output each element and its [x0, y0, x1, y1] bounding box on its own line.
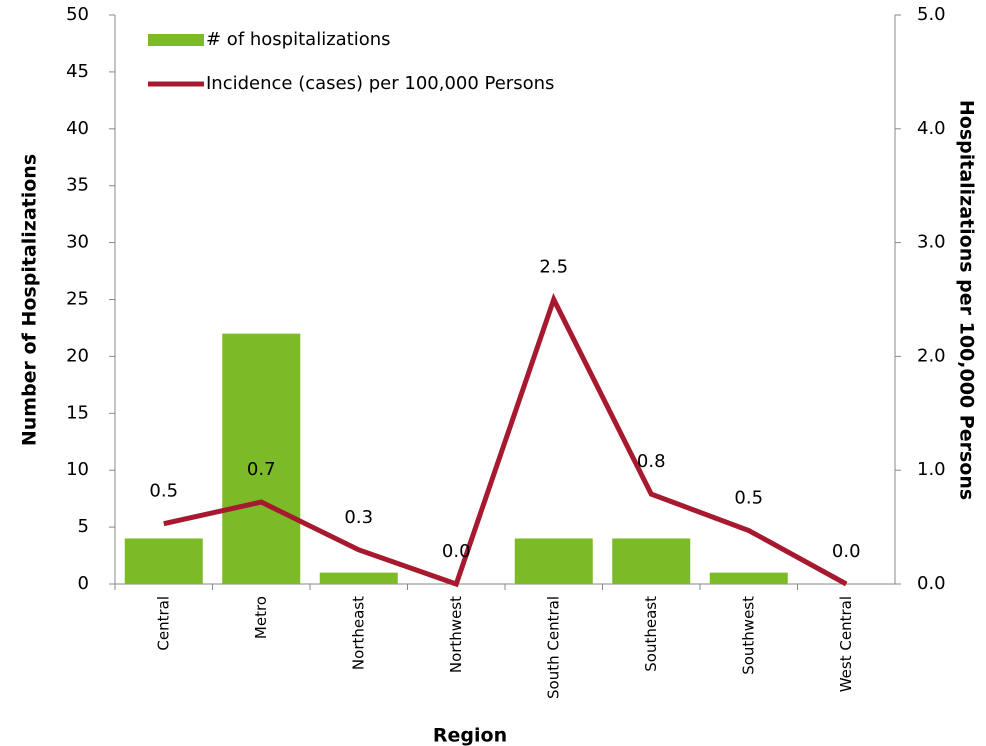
x-axis-title: Region — [433, 725, 507, 746]
y-tick-label: 20 — [66, 345, 89, 366]
y2-tick-label: 3.0 — [917, 232, 946, 253]
y-tick-label: 40 — [66, 118, 89, 139]
y-axis-title: Number of Hospitalizations — [19, 154, 41, 446]
y2-tick-label: 1.0 — [917, 459, 946, 480]
data-label: 2.5 — [539, 257, 568, 278]
y-tick-label: 15 — [66, 402, 89, 423]
y2-tick-label: 0.0 — [917, 573, 946, 594]
y2-axis-title: Hospitalizations per 100,000 Persons — [956, 100, 978, 500]
y-tick-label: 25 — [66, 289, 89, 310]
bar — [319, 572, 398, 584]
x-tick-label: Northwest — [447, 596, 465, 673]
y-tick-label: 45 — [66, 61, 89, 82]
x-tick-label: South Central — [544, 596, 562, 699]
x-tick-label: Southeast — [642, 596, 660, 672]
data-label: 0.8 — [637, 451, 666, 472]
legend-swatch — [148, 34, 204, 46]
y2-tick-label: 5.0 — [917, 4, 946, 25]
x-tick-label: Central — [154, 596, 172, 651]
line — [163, 293, 848, 588]
legend-label: # of hospitalizations — [206, 29, 391, 50]
data-label: 0.5 — [734, 488, 763, 509]
bar — [514, 538, 593, 584]
data-label: 0.7 — [247, 459, 276, 480]
y2-tick-label: 4.0 — [917, 118, 946, 139]
y-tick-label: 30 — [66, 232, 89, 253]
data-label: 0.0 — [442, 541, 471, 562]
y-tick-label: 5 — [78, 516, 89, 537]
y-tick-label: 10 — [66, 459, 89, 480]
y-tick-label: 50 — [66, 4, 89, 25]
x-tick-label: Northeast — [349, 596, 367, 670]
x-tick-label: Metro — [252, 596, 270, 639]
legend-label: Incidence (cases) per 100,000 Persons — [206, 73, 554, 94]
bar — [222, 333, 301, 584]
bar — [612, 538, 691, 584]
x-tick-label: West Central — [837, 596, 855, 692]
bar — [124, 538, 203, 584]
x-tick-label: Southwest — [739, 596, 757, 675]
y2-tick-label: 2.0 — [917, 345, 946, 366]
y-tick-label: 0 — [78, 573, 89, 594]
data-label: 0.0 — [832, 541, 861, 562]
data-label: 0.5 — [149, 481, 178, 502]
data-label: 0.3 — [344, 507, 373, 528]
y-tick-label: 35 — [66, 175, 89, 196]
bar — [709, 572, 788, 584]
